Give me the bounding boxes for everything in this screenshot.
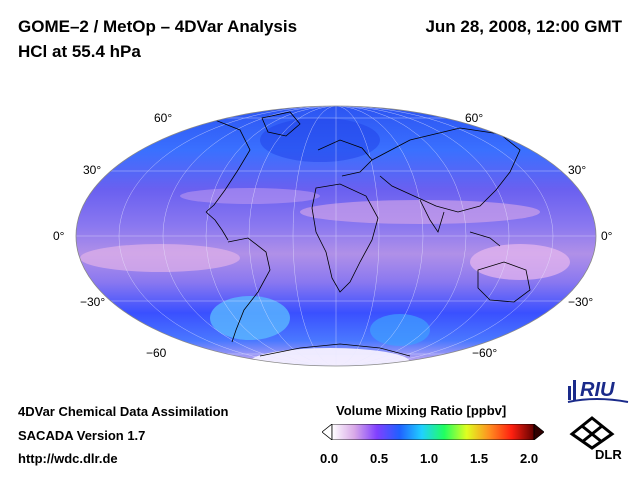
map-subtitle: HCl at 55.4 hPa — [18, 42, 141, 61]
lat-label-right-m30: −30° — [568, 295, 594, 309]
lat-label-left-30: 30° — [83, 163, 102, 177]
lat-label-right-m60: −60° — [472, 346, 498, 360]
lat-label-right-60: 60° — [465, 111, 484, 125]
dlr-logo — [569, 416, 615, 450]
map-title: GOME–2 / MetOp – 4DVar Analysis — [18, 17, 298, 36]
high-vmr-band — [470, 244, 570, 280]
low-vmr-patch — [260, 118, 380, 162]
lat-label-right-0: 0° — [601, 229, 613, 243]
map-datetime: Jun 28, 2008, 12:00 GMT — [425, 17, 622, 36]
colorbar-high-arrow — [533, 424, 544, 440]
lat-label-left-m30: −30° — [80, 295, 106, 309]
lat-label-left-60: 60° — [154, 111, 173, 125]
colorbar — [322, 424, 544, 440]
lat-label-left-m60: −60 — [146, 346, 167, 360]
footer-url: http://wdc.dlr.de — [18, 451, 118, 466]
colorbar-title: Volume Mixing Ratio [ppbv] — [336, 403, 507, 418]
globe-outline — [75, 105, 597, 367]
footer-line-1: 4DVar Chemical Data Assimilation — [18, 404, 229, 419]
svg-text:RIU: RIU — [580, 379, 615, 401]
footer-line-2: SACADA Version 1.7 — [18, 428, 146, 443]
colorbar-tick: 2.0 — [520, 451, 539, 466]
dlr-label: DLR — [595, 447, 622, 462]
colorbar-low-arrow — [322, 424, 333, 440]
antarctic-region — [250, 348, 410, 366]
colorbar-tick: 0.0 — [320, 451, 339, 466]
high-vmr-band — [180, 188, 320, 204]
lat-label-right-30: 30° — [568, 163, 587, 177]
colorbar-tick: 1.5 — [470, 451, 489, 466]
high-vmr-band — [80, 244, 240, 272]
low-vmr-patch — [370, 314, 430, 346]
riu-logo: RIU — [567, 379, 629, 403]
lat-label-left-0: 0° — [53, 229, 65, 243]
colorbar-gradient — [331, 424, 535, 440]
colorbar-tick: 0.5 — [370, 451, 389, 466]
low-vmr-patch — [210, 296, 290, 340]
colorbar-tick: 1.0 — [420, 451, 439, 466]
